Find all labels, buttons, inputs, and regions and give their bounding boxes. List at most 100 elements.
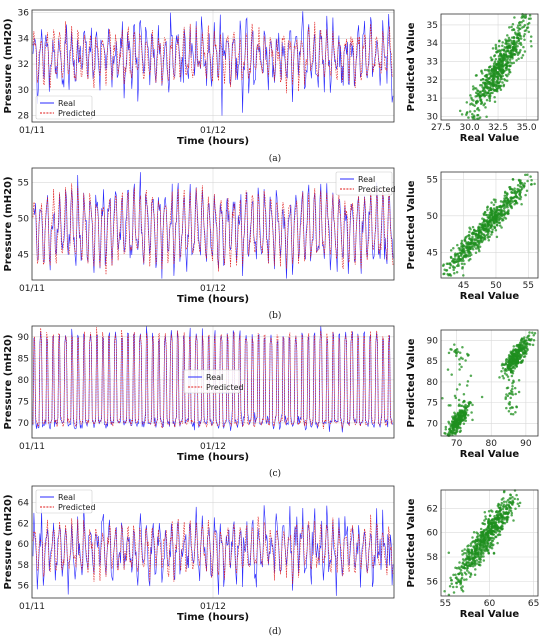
scatter-point [479, 552, 483, 556]
y-tick-label: 75 [18, 397, 29, 407]
scatter-point [492, 551, 496, 555]
scatter-point [483, 68, 487, 72]
scatter-point [503, 512, 506, 515]
scatter-point [493, 100, 497, 104]
scatter-point [474, 538, 478, 542]
scatter-point [443, 590, 446, 593]
scatter-point [514, 48, 518, 51]
scatter-point [484, 517, 488, 521]
scatter-point [512, 46, 515, 49]
scatter-xlabel: Real Value [460, 133, 520, 144]
y-tick-label: 90 [18, 333, 30, 343]
y-tick-label: 90 [427, 336, 439, 346]
scatter-point [483, 89, 487, 93]
scatter-point [474, 568, 477, 571]
scatter-point [513, 361, 516, 365]
scatter-point [458, 358, 461, 361]
scatter-point [464, 551, 468, 555]
scatter-point [480, 237, 483, 240]
x-tick-label: 90 [520, 439, 532, 449]
y-tick-label: 28 [18, 112, 30, 122]
scatter-point [495, 511, 498, 514]
scatter-point [514, 353, 518, 356]
scatter-point [456, 425, 459, 429]
scatter-point [498, 39, 501, 43]
scatter-point [479, 531, 483, 534]
scatter-point [459, 356, 463, 359]
scatter-point [493, 80, 496, 84]
scatter-point [482, 559, 486, 562]
scatter-point [492, 207, 496, 210]
y-tick-label: 85 [427, 357, 438, 367]
scatter-point [522, 45, 525, 49]
scatter-point [472, 243, 476, 246]
scatter-point [444, 425, 448, 429]
scatter-point [472, 545, 475, 548]
scatter-ylabel: Predicted Value [406, 338, 417, 427]
scatter-point [459, 258, 462, 261]
scatter-point [466, 243, 469, 247]
scatter-point [468, 575, 472, 579]
scatter-point [509, 187, 512, 191]
scatter-point [457, 415, 461, 419]
scatter-point [489, 509, 493, 512]
scatter-point [523, 50, 527, 53]
scatter-point [473, 104, 476, 108]
scatter-point [496, 516, 500, 520]
scatter-point [500, 226, 503, 229]
scatter-point [481, 226, 485, 229]
scatter-point [488, 96, 491, 99]
scatter-point [487, 530, 490, 534]
scatter-point [449, 249, 453, 252]
scatter-point [488, 72, 491, 76]
scatter-point [455, 347, 459, 351]
scatter-point [494, 89, 498, 92]
scatter-point [486, 68, 489, 72]
scatter-point [511, 178, 515, 181]
scatter-point [517, 52, 521, 55]
scatter-point [508, 401, 512, 404]
scatter-point [512, 359, 515, 362]
y-tick-label: 34 [427, 39, 439, 49]
scatter-point [458, 561, 461, 564]
scatter-point [474, 234, 478, 238]
scatter-point [483, 519, 486, 522]
panel-caption: (a) [269, 153, 281, 164]
scatter-point [463, 559, 466, 562]
scatter-point [515, 365, 518, 368]
scatter-point [505, 406, 508, 410]
scatter-point [461, 267, 464, 270]
scatter-point [523, 182, 526, 185]
scatter-point [475, 548, 479, 551]
scatter-point [495, 75, 499, 79]
scatter-point [498, 80, 502, 83]
scatter-point [494, 220, 498, 223]
y-tick-label: 56 [18, 582, 30, 592]
scatter-point [515, 343, 519, 347]
scatter-point [511, 495, 514, 499]
scatter-point [457, 257, 460, 261]
scatter-point [515, 40, 519, 43]
scatter-point [457, 398, 461, 402]
scatter-point [496, 81, 500, 84]
scatter-point [465, 578, 468, 581]
scatter-point [460, 113, 464, 116]
scatter-point [483, 83, 487, 87]
scatter-point [511, 196, 514, 200]
scatter-point [490, 532, 494, 536]
scatter-point [511, 384, 514, 388]
scatter-point [529, 39, 533, 43]
scatter-point [483, 511, 487, 514]
x-tick-label: 01/12 [200, 602, 226, 612]
x-tick-label: 01/11 [19, 284, 45, 294]
scatter-point [509, 396, 512, 400]
scatter-point [496, 215, 499, 219]
x-tick-label: 35.0 [517, 123, 537, 133]
scatter-point [467, 401, 470, 404]
scatter-point [465, 567, 469, 570]
scatter-point [448, 266, 452, 270]
scatter-point [507, 511, 511, 514]
scatter-point [487, 89, 491, 92]
scatter-point [451, 427, 455, 430]
